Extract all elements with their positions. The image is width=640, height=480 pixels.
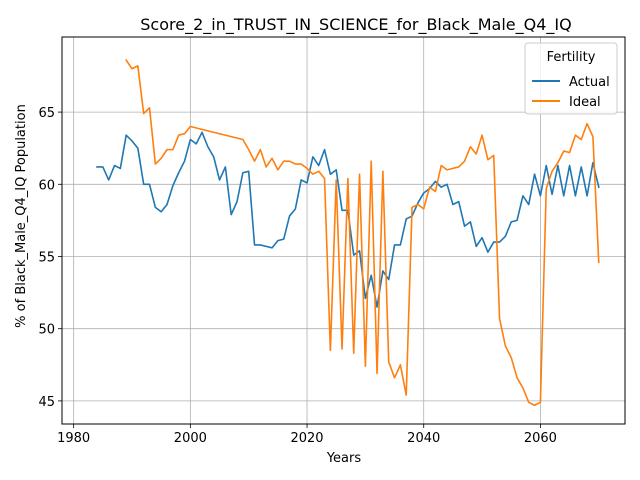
x-axis-label: Years: [326, 451, 362, 466]
x-tick-label: 2000: [174, 431, 207, 446]
y-tick-label: 65: [38, 106, 55, 121]
x-tick-label: 2060: [524, 431, 557, 446]
series-line-ideal: [125, 58, 600, 407]
x-tick-label: 2040: [407, 431, 440, 446]
legend-label-ideal: Ideal: [569, 95, 601, 110]
legend-box: [524, 42, 618, 115]
x-tick-label: 2020: [290, 431, 323, 446]
y-tick-label: 60: [38, 178, 55, 193]
chart-title: Score_2_in_TRUST_IN_SCIENCE_for_Black_Ma…: [140, 15, 571, 35]
series-lines: [96, 58, 600, 407]
x-tick-label: 1980: [57, 431, 90, 446]
legend-title: Fertility: [547, 50, 596, 65]
legend-label-actual: Actual: [569, 75, 610, 90]
y-tick-label: 55: [38, 250, 55, 265]
plot-frame: [61, 36, 626, 425]
legend: Fertility Actual Ideal: [524, 42, 618, 115]
series-line-actual: [96, 131, 600, 308]
x-axis-ticks: 1980 2000 2020 2040 2060: [57, 424, 557, 446]
y-axis-label: % of Black_Male_Q4_IQ Population: [14, 104, 29, 328]
y-tick-label: 45: [38, 395, 55, 410]
y-tick-label: 50: [38, 323, 55, 338]
y-axis-ticks: 45 50 55 60 65: [38, 106, 62, 410]
